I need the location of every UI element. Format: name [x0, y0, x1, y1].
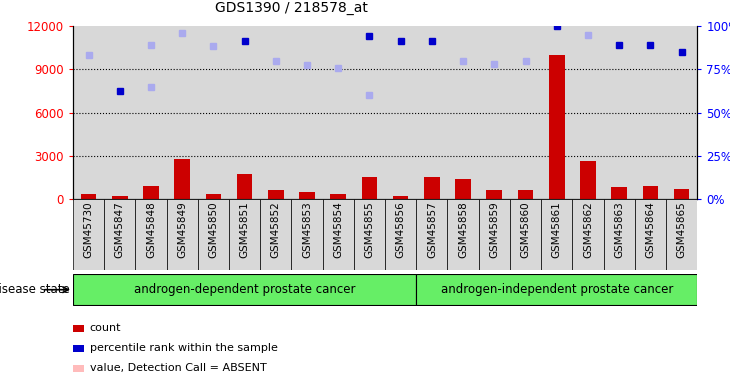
Bar	[635, 26, 666, 199]
Bar	[479, 199, 510, 270]
Bar	[666, 199, 697, 270]
Bar	[136, 26, 166, 199]
Bar	[143, 186, 159, 199]
Bar	[73, 274, 416, 305]
Bar	[393, 196, 409, 199]
Bar	[112, 196, 128, 199]
Bar	[291, 199, 323, 270]
Text: GSM45858: GSM45858	[458, 201, 468, 258]
Bar	[361, 177, 377, 199]
Bar	[354, 199, 385, 270]
Bar	[642, 186, 658, 199]
Text: GSM45863: GSM45863	[614, 201, 624, 258]
Bar	[580, 161, 596, 199]
Text: GSM45847: GSM45847	[115, 201, 125, 258]
Text: androgen-dependent prostate cancer: androgen-dependent prostate cancer	[134, 283, 356, 296]
Bar	[416, 26, 447, 199]
Bar	[136, 199, 166, 270]
Bar	[198, 26, 229, 199]
Bar	[174, 159, 190, 199]
Bar	[447, 199, 479, 270]
Text: GSM45856: GSM45856	[396, 201, 406, 258]
Bar	[73, 26, 104, 199]
Bar	[510, 26, 541, 199]
Text: GSM45862: GSM45862	[583, 201, 593, 258]
Bar	[604, 26, 635, 199]
Bar	[323, 26, 354, 199]
Bar	[260, 26, 291, 199]
Bar	[73, 199, 104, 270]
Text: GSM45865: GSM45865	[677, 201, 686, 258]
Bar	[323, 199, 354, 270]
Bar	[393, 196, 409, 199]
Bar	[666, 26, 697, 199]
Bar	[424, 177, 439, 199]
Bar	[237, 174, 253, 199]
Text: GSM45864: GSM45864	[645, 201, 656, 258]
Bar	[486, 190, 502, 199]
Bar	[229, 199, 260, 270]
Text: GSM45849: GSM45849	[177, 201, 187, 258]
Bar	[260, 199, 291, 270]
Bar	[206, 194, 221, 199]
Text: GSM45851: GSM45851	[239, 201, 250, 258]
Bar	[73, 364, 84, 372]
Bar	[541, 199, 572, 270]
Bar	[456, 178, 471, 199]
Bar	[331, 195, 346, 199]
Text: GSM45854: GSM45854	[334, 201, 343, 258]
Text: androgen-independent prostate cancer: androgen-independent prostate cancer	[440, 283, 673, 296]
Text: GSM45861: GSM45861	[552, 201, 561, 258]
Bar	[73, 324, 84, 332]
Bar	[299, 192, 315, 199]
Bar	[385, 199, 416, 270]
Text: GSM45855: GSM45855	[364, 201, 374, 258]
Bar	[229, 26, 260, 199]
Bar	[81, 194, 96, 199]
Text: GSM45859: GSM45859	[489, 201, 499, 258]
Text: value, Detection Call = ABSENT: value, Detection Call = ABSENT	[90, 363, 266, 373]
Text: GSM45852: GSM45852	[271, 201, 281, 258]
Bar	[416, 199, 447, 270]
Bar	[447, 26, 479, 199]
Bar	[166, 26, 198, 199]
Bar	[604, 199, 635, 270]
Bar	[541, 26, 572, 199]
Text: GDS1390 / 218578_at: GDS1390 / 218578_at	[215, 1, 368, 15]
Text: GSM45730: GSM45730	[84, 201, 93, 258]
Text: GSM45860: GSM45860	[520, 201, 531, 258]
Bar	[635, 199, 666, 270]
Bar	[291, 26, 323, 199]
Bar	[198, 199, 229, 270]
Text: GSM45857: GSM45857	[427, 201, 437, 258]
Bar	[611, 187, 627, 199]
Text: percentile rank within the sample: percentile rank within the sample	[90, 343, 277, 352]
Bar	[518, 190, 534, 199]
Bar	[479, 26, 510, 199]
Bar	[549, 55, 564, 199]
Text: disease state: disease state	[0, 283, 69, 296]
Bar	[416, 274, 697, 305]
Bar	[104, 199, 136, 270]
Bar	[268, 190, 284, 199]
Bar	[81, 194, 96, 199]
Bar	[572, 26, 604, 199]
Bar	[331, 194, 346, 199]
Text: GSM45850: GSM45850	[209, 201, 218, 258]
Text: count: count	[90, 322, 121, 333]
Text: GSM45853: GSM45853	[302, 201, 312, 258]
Bar	[104, 26, 136, 199]
Bar	[73, 345, 84, 352]
Bar	[510, 199, 541, 270]
Bar	[354, 26, 385, 199]
Bar	[206, 194, 221, 199]
Bar	[166, 199, 198, 270]
Bar	[674, 189, 689, 199]
Text: GSM45848: GSM45848	[146, 201, 156, 258]
Bar	[572, 199, 604, 270]
Bar	[385, 26, 416, 199]
